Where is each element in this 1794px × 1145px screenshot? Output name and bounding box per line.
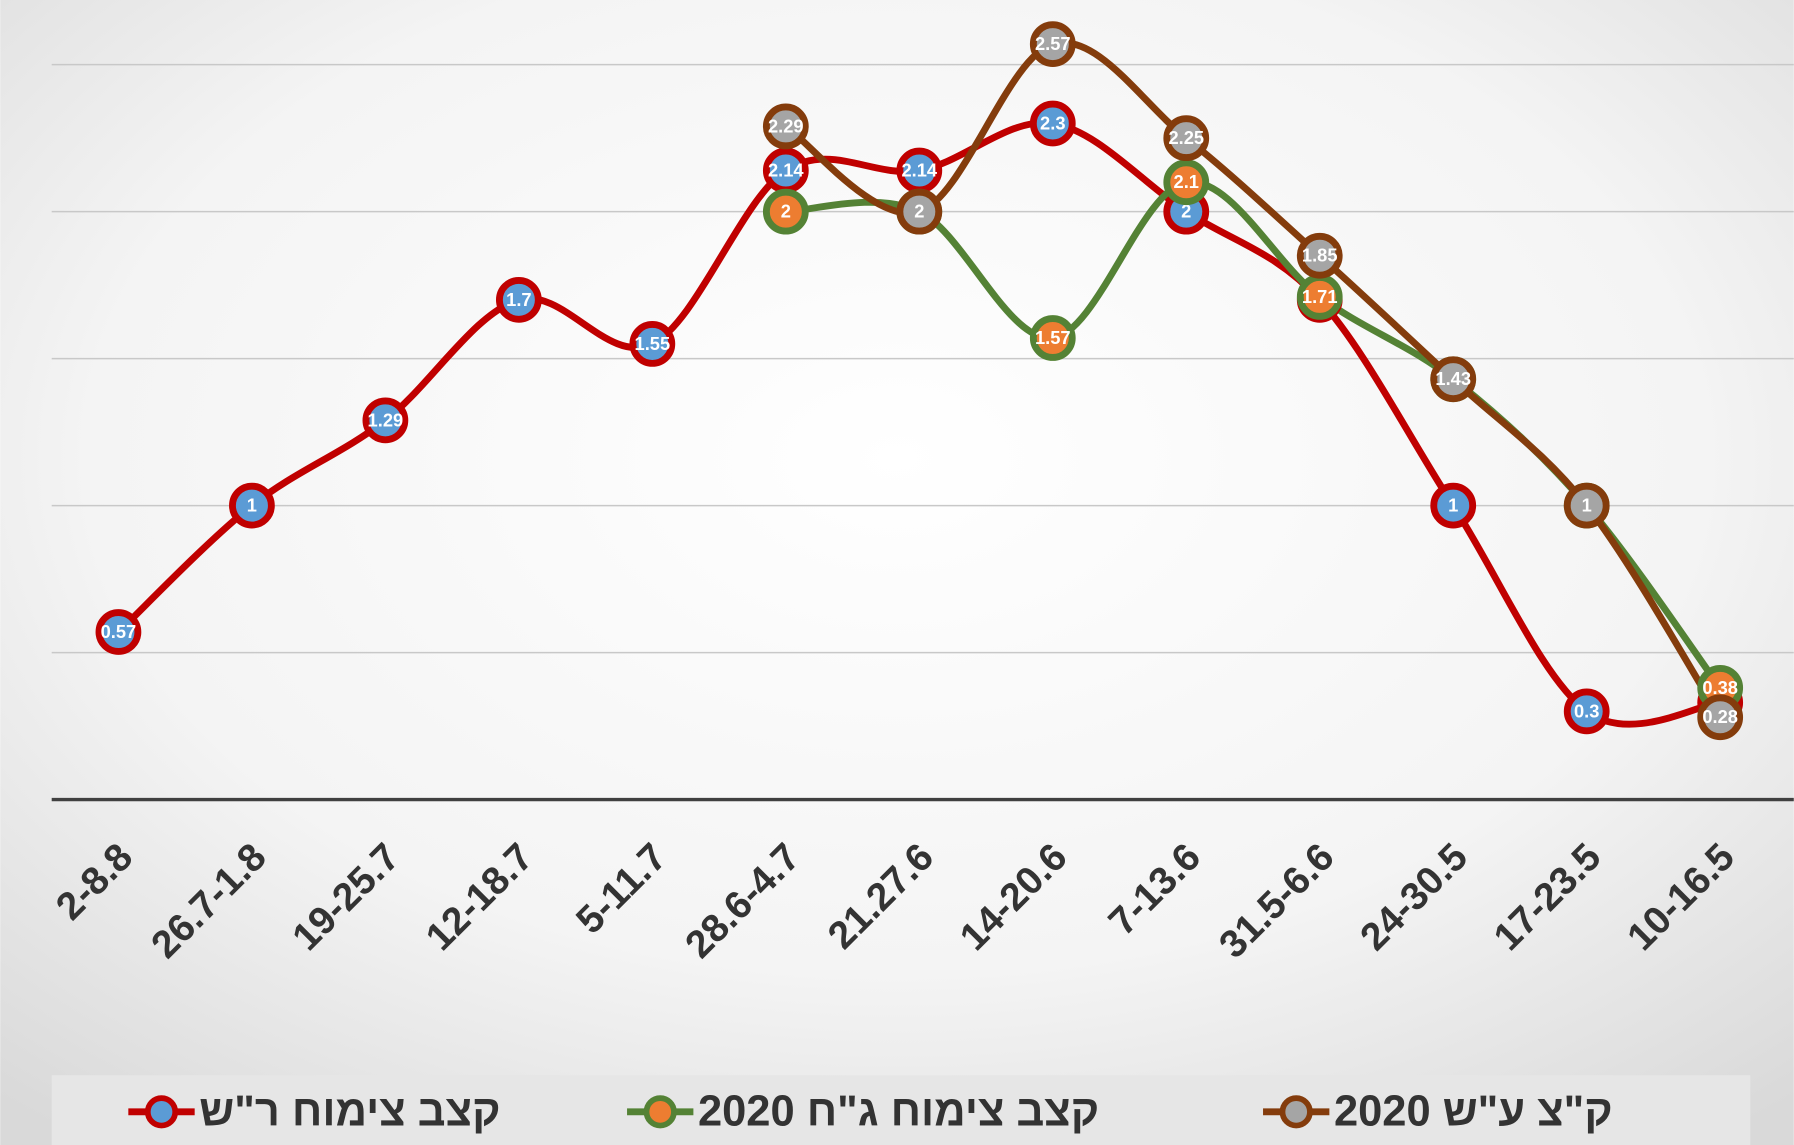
data-point <box>1029 315 1076 361</box>
data-point <box>762 103 809 150</box>
data-label: 1.7 <box>506 289 531 310</box>
data-label: 1.71 <box>1302 286 1338 307</box>
data-label: 1.85 <box>1302 245 1338 266</box>
data-label: 2 <box>1181 201 1191 222</box>
legend-marker <box>144 1095 179 1129</box>
data-label: 2.25 <box>1168 127 1204 148</box>
legend-box <box>51 1075 1751 1145</box>
data-point <box>229 482 275 529</box>
data-point <box>1163 115 1210 162</box>
data-label: 0.38 <box>1702 677 1738 698</box>
data-label: 2 <box>781 201 791 222</box>
data-label: 0.57 <box>101 621 137 642</box>
data-label: 1 <box>1448 495 1458 516</box>
data-label: 2.3 <box>1040 112 1065 133</box>
data-label: 2.14 <box>901 159 937 180</box>
data-point <box>896 188 943 235</box>
data-label: 1.55 <box>635 333 671 354</box>
data-label: 1.29 <box>368 409 404 430</box>
data-label: 2.29 <box>768 115 804 136</box>
data-point <box>1563 482 1610 529</box>
data-point <box>1029 100 1076 147</box>
legend-marker <box>643 1095 677 1129</box>
data-point <box>1697 694 1744 741</box>
data-point <box>495 276 542 323</box>
data-point <box>1163 159 1210 206</box>
data-label: 2.1 <box>1174 171 1199 192</box>
legend-label: קצב צימוח ג"ח 2020 <box>698 1088 1099 1136</box>
data-point <box>1430 482 1477 529</box>
data-label: 1.43 <box>1435 368 1471 389</box>
data-point <box>362 397 409 444</box>
data-label: 1 <box>247 495 257 516</box>
data-point <box>1430 356 1477 403</box>
data-label: 1.57 <box>1035 327 1071 348</box>
data-label: 0.3 <box>1574 700 1599 721</box>
legend-label: קצב צימוח ר"ש <box>199 1088 500 1136</box>
data-label: 1 <box>1582 495 1592 516</box>
legend-marker <box>1279 1095 1313 1129</box>
data-point <box>1029 21 1076 67</box>
data-point <box>1296 232 1343 279</box>
data-point <box>95 609 142 655</box>
data-point <box>762 188 809 235</box>
data-label: 2 <box>914 201 924 222</box>
data-point <box>629 321 676 367</box>
data-label: 0.28 <box>1702 706 1738 727</box>
data-label: 2.57 <box>1035 33 1071 54</box>
data-point <box>1563 688 1610 735</box>
data-label: 2.14 <box>768 159 804 180</box>
legend-label: ק"צ ע"ש 2020 <box>1334 1088 1613 1136</box>
